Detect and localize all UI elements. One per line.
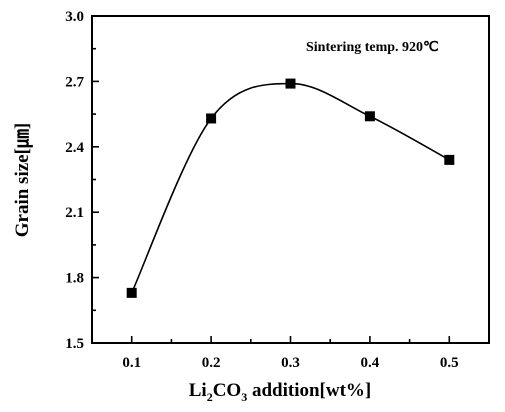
data-point-marker: [285, 78, 296, 89]
tick-labels: 0.1 0.2 0.3 0.4 0.5 1.5 1.8 2.1 2.4 2.7 3.0: [65, 9, 458, 371]
x-axis-title-sub1: 2: [207, 390, 213, 404]
data-point-marker: [206, 113, 217, 124]
x-axis-title-sub2: 3: [241, 390, 247, 404]
y-tick-label: 1.5: [65, 336, 84, 352]
x-tick-label: 0.1: [122, 355, 141, 371]
ticks: [91, 15, 490, 344]
series-line: [130, 82, 450, 294]
y-tick-label: 1.8: [65, 271, 84, 287]
data-point-marker: [444, 154, 455, 165]
y-tick-label: 3.0: [65, 9, 84, 25]
annotation-text: Sintering temp. 920℃: [306, 40, 439, 55]
x-axis-title-suffix: addition[wt%]: [247, 380, 371, 401]
plot-frame: [91, 15, 490, 344]
x-tick-label: 0.2: [202, 355, 221, 371]
x-tick-label: 0.5: [440, 355, 459, 371]
data-point-marker: [126, 287, 137, 298]
data-point-marker: [364, 111, 375, 122]
markers: [126, 78, 455, 298]
x-axis-title-prefix: Li: [189, 380, 207, 401]
y-tick-label: 2.1: [65, 205, 84, 221]
y-tick-label: 2.7: [65, 74, 84, 90]
y-tick-label: 2.4: [65, 140, 84, 156]
x-axis-title: Li2CO3 addition[wt%]: [189, 380, 372, 404]
y-axis-title: Grain size[㎛]: [12, 123, 33, 238]
x-tick-label: 0.4: [361, 355, 380, 371]
x-tick-label: 0.3: [281, 355, 300, 371]
x-axis-title-mid: CO: [213, 380, 242, 401]
